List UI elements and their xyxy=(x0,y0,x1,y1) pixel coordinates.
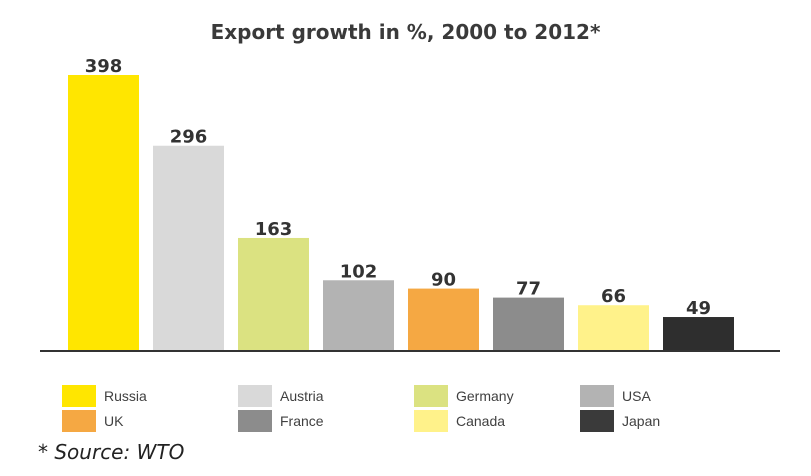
legend-label: Germany xyxy=(456,388,514,404)
legend-label: Japan xyxy=(622,413,661,429)
value-label-japan: 49 xyxy=(686,298,711,319)
value-label-russia: 398 xyxy=(85,56,123,77)
value-labels-layer: 398 296 163 102 90 77 66 49 xyxy=(85,56,711,319)
legend-label: Russia xyxy=(104,388,147,404)
value-label-germany: 163 xyxy=(255,219,293,240)
legend-item-france: France xyxy=(238,409,324,433)
legend: Russia Austria Germany USA UK France Canada Jap… xyxy=(62,384,782,436)
legend-item-japan: Japan xyxy=(580,409,660,433)
bars-layer xyxy=(68,75,734,351)
legend-swatch xyxy=(580,410,614,432)
bar-uk xyxy=(408,288,479,351)
legend-swatch xyxy=(62,410,96,432)
legend-label: France xyxy=(280,413,324,429)
legend-label: USA xyxy=(622,388,651,404)
chart-title: Export growth in %, 2000 to 2012* xyxy=(210,20,601,44)
legend-item-usa: USA xyxy=(580,384,651,408)
bar-usa xyxy=(323,280,394,351)
bar-japan xyxy=(663,317,734,351)
legend-swatch xyxy=(414,410,448,432)
value-label-canada: 66 xyxy=(601,286,626,307)
legend-swatch xyxy=(414,385,448,407)
bar-germany xyxy=(238,237,309,351)
legend-item-russia: Russia xyxy=(62,384,147,408)
legend-item-canada: Canada xyxy=(414,409,505,433)
value-label-austria: 296 xyxy=(170,127,208,148)
legend-swatch xyxy=(62,385,96,407)
value-label-usa: 102 xyxy=(340,261,378,282)
bar-france xyxy=(493,297,564,351)
legend-label: Austria xyxy=(280,388,324,404)
bar-canada xyxy=(578,305,649,351)
legend-swatch xyxy=(238,385,272,407)
legend-label: Canada xyxy=(456,413,506,429)
legend-label: UK xyxy=(104,413,124,429)
bar-austria xyxy=(153,145,224,351)
legend-item-germany: Germany xyxy=(414,384,514,408)
legend-swatch xyxy=(580,385,614,407)
value-label-france: 77 xyxy=(516,279,541,300)
source-note: * Source: WTO xyxy=(38,440,185,464)
legend-item-austria: Austria xyxy=(238,384,324,408)
legend-item-uk: UK xyxy=(62,409,123,433)
legend-swatch xyxy=(238,410,272,432)
value-label-uk: 90 xyxy=(431,270,456,291)
bar-russia xyxy=(68,75,139,351)
